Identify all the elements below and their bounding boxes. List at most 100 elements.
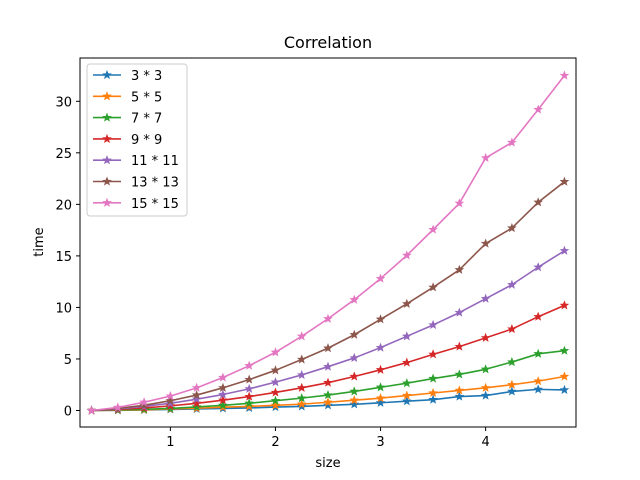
data-point bbox=[270, 387, 281, 397]
data-point bbox=[428, 387, 438, 398]
data-point bbox=[218, 400, 228, 410]
data-point bbox=[375, 397, 386, 407]
data-point bbox=[375, 393, 386, 403]
data-point bbox=[244, 383, 254, 393]
data-point bbox=[323, 313, 333, 323]
legend-star-marker bbox=[102, 69, 112, 80]
data-point bbox=[454, 307, 465, 317]
data-point bbox=[349, 329, 360, 339]
data-point bbox=[375, 382, 386, 392]
data-point bbox=[507, 357, 517, 367]
data-point bbox=[507, 324, 517, 334]
legend-star-marker bbox=[102, 176, 112, 186]
chart-title: Correlation bbox=[284, 33, 372, 52]
data-point bbox=[428, 394, 438, 404]
data-point bbox=[375, 364, 386, 374]
data-point bbox=[244, 401, 254, 411]
legend-item: 11 * 11 bbox=[93, 154, 179, 169]
data-point bbox=[296, 382, 307, 392]
data-point bbox=[296, 331, 307, 341]
legend-star-marker bbox=[102, 112, 112, 122]
y-tick-label: 25 bbox=[55, 147, 72, 162]
data-point bbox=[113, 402, 123, 412]
data-point bbox=[533, 376, 543, 386]
data-point bbox=[323, 343, 333, 353]
data-point bbox=[270, 347, 281, 357]
y-tick-label: 5 bbox=[64, 353, 72, 368]
legend-label: 7 * 7 bbox=[131, 112, 162, 127]
data-point bbox=[270, 377, 281, 387]
y-tick-label: 0 bbox=[64, 405, 72, 420]
data-point bbox=[375, 314, 386, 324]
data-point bbox=[480, 293, 491, 303]
x-tick-label: 1 bbox=[166, 435, 174, 450]
data-point bbox=[402, 378, 412, 388]
data-point bbox=[323, 397, 333, 407]
data-point bbox=[244, 374, 254, 384]
data-point bbox=[533, 262, 543, 272]
data-point bbox=[454, 264, 465, 274]
data-point bbox=[165, 403, 176, 413]
data-point bbox=[244, 360, 254, 370]
data-point bbox=[165, 400, 176, 410]
data-point bbox=[507, 223, 517, 233]
series-11x11 bbox=[86, 245, 570, 415]
data-point bbox=[349, 386, 360, 396]
legend-star-marker bbox=[102, 91, 112, 101]
data-point bbox=[165, 391, 176, 401]
legend-box bbox=[86, 63, 188, 217]
legend-label: 9 * 9 bbox=[131, 133, 162, 148]
data-point bbox=[270, 395, 281, 405]
data-point bbox=[296, 354, 307, 364]
legend-item: 7 * 7 bbox=[93, 112, 162, 127]
data-point bbox=[218, 395, 228, 405]
data-point bbox=[191, 394, 202, 404]
y-tick-label: 20 bbox=[55, 198, 72, 213]
data-point bbox=[402, 390, 412, 400]
data-point bbox=[375, 273, 386, 283]
data-point bbox=[480, 332, 491, 342]
legend: 3 * 3 5 * 5 7 * 7 9 * 9 11 * 11 13 * 13 15 * 1… bbox=[86, 63, 188, 217]
data-point bbox=[428, 224, 438, 234]
y-axis-title: time bbox=[32, 227, 47, 256]
x-tick-label: 2 bbox=[271, 435, 279, 450]
data-point bbox=[454, 391, 465, 401]
data-point bbox=[480, 382, 491, 392]
data-point bbox=[349, 352, 360, 363]
data-point bbox=[270, 365, 281, 375]
data-point bbox=[218, 382, 228, 392]
data-point bbox=[165, 395, 176, 405]
data-point bbox=[323, 361, 333, 371]
data-point bbox=[533, 197, 543, 207]
data-point bbox=[428, 319, 438, 330]
data-point bbox=[139, 400, 149, 410]
legend-item: 15 * 15 bbox=[93, 197, 179, 212]
data-point bbox=[533, 384, 543, 394]
data-point bbox=[480, 364, 491, 374]
data-point bbox=[191, 398, 202, 408]
data-point bbox=[507, 279, 517, 289]
data-point bbox=[559, 70, 570, 80]
data-point bbox=[480, 390, 491, 400]
data-point bbox=[454, 198, 465, 208]
legend-item: 5 * 5 bbox=[93, 90, 162, 105]
data-point bbox=[428, 349, 438, 359]
series-7x7 bbox=[86, 345, 570, 415]
legend-label: 5 * 5 bbox=[131, 90, 162, 105]
legend-star-marker bbox=[102, 197, 112, 207]
data-point bbox=[191, 390, 202, 400]
data-point bbox=[323, 390, 333, 400]
data-point bbox=[559, 371, 570, 381]
data-point bbox=[323, 400, 333, 410]
data-point bbox=[507, 386, 517, 396]
legend-label: 13 * 13 bbox=[131, 176, 179, 191]
legend-star-marker bbox=[102, 155, 112, 165]
x-tick-label: 3 bbox=[376, 435, 384, 450]
data-point bbox=[139, 397, 149, 407]
data-point bbox=[559, 176, 570, 186]
data-point bbox=[454, 385, 465, 395]
x-axis: 1 2 3 4 bbox=[166, 427, 490, 450]
data-point bbox=[533, 104, 543, 114]
data-point bbox=[559, 300, 570, 310]
